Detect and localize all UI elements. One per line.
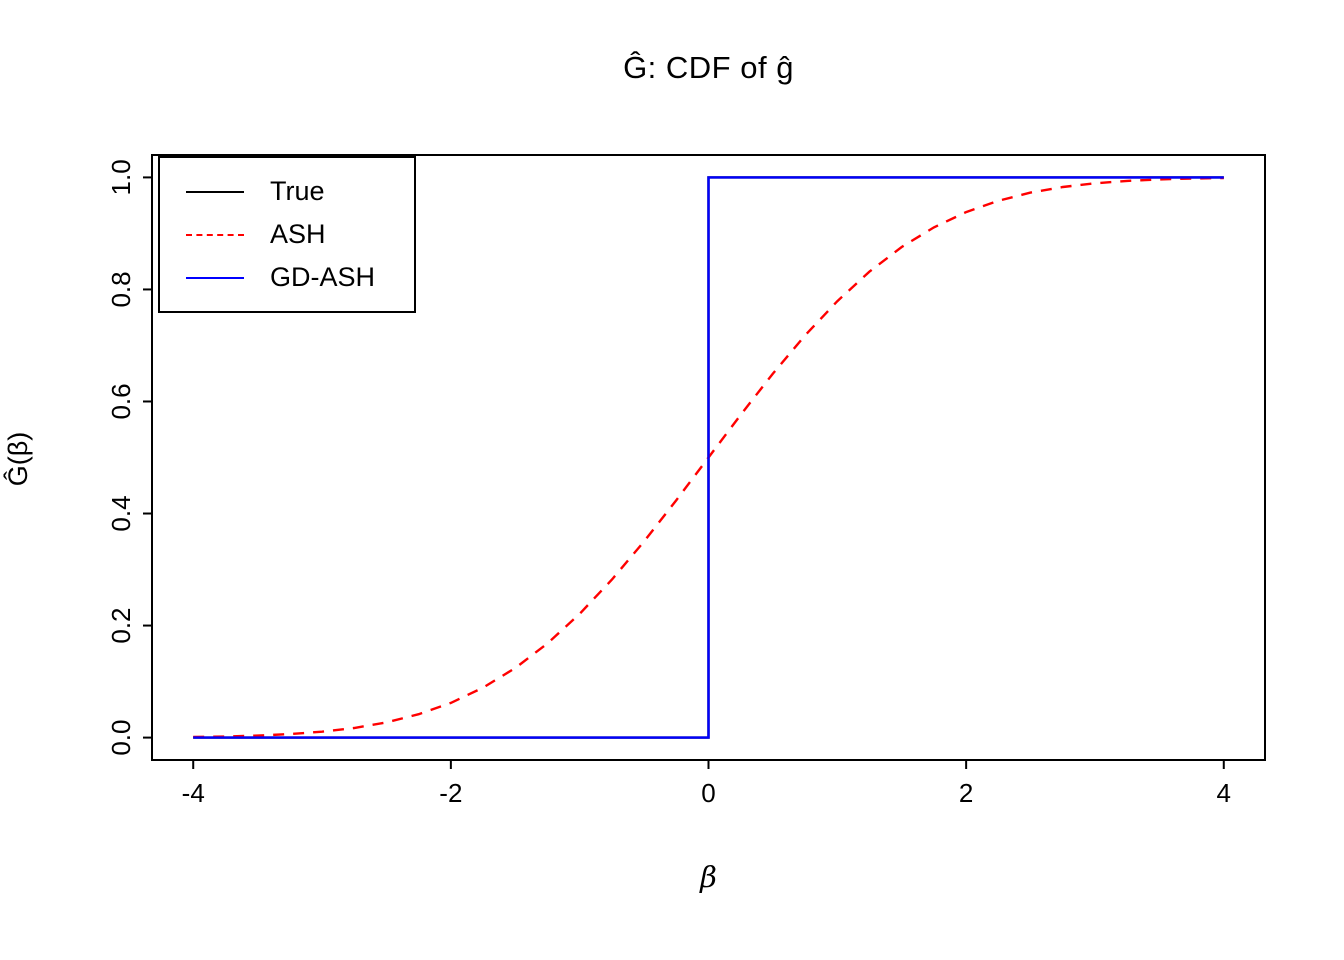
series-line-gd-ash: [193, 176, 1224, 739]
y-axis-label: Ĝ(β): [3, 431, 33, 487]
legend: True ASH GD-ASH: [158, 156, 416, 313]
legend-item-ash: ASH: [160, 213, 414, 256]
legend-label-ash: ASH: [270, 219, 326, 249]
y-tick-label: 1.0: [106, 159, 136, 195]
x-tick-label: 4: [1217, 778, 1231, 808]
chart-title: Ĝ: CDF of ĝ: [623, 50, 794, 85]
x-tick-label: -4: [182, 778, 205, 808]
y-tick-label: 0.2: [106, 607, 136, 643]
y-tick-label: 0.8: [106, 271, 136, 307]
legend-line-sample-true: [186, 190, 244, 193]
x-tick-label: 2: [959, 778, 973, 808]
x-tick-label: -2: [439, 778, 462, 808]
legend-item-true: True: [160, 170, 414, 213]
legend-label-gdash: GD-ASH: [270, 262, 376, 292]
y-tick-label: 0.0: [106, 720, 136, 756]
legend-label-true: True: [270, 176, 325, 206]
legend-item-gdash: GD-ASH: [160, 256, 414, 299]
legend-line-sample-ash: [186, 233, 244, 236]
x-tick-label: 0: [701, 778, 715, 808]
x-axis-label: β: [700, 860, 717, 894]
legend-line-sample-gdash: [186, 276, 244, 279]
y-tick-label: 0.4: [106, 495, 136, 531]
y-tick-label: 0.6: [106, 383, 136, 419]
